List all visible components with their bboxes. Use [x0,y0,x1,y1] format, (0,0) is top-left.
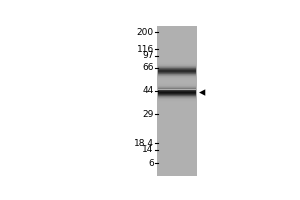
Bar [158,71,196,72]
Bar [158,63,196,64]
Text: 97: 97 [142,51,154,60]
Bar [158,77,196,78]
Bar [158,74,196,75]
Text: 116: 116 [136,45,154,54]
Bar [158,62,196,63]
Bar [158,95,196,96]
Text: 66: 66 [142,63,154,72]
Bar [158,100,196,101]
Bar [158,88,196,89]
Bar [158,83,196,84]
Bar [158,85,196,86]
Bar [158,97,196,98]
Bar [158,98,196,99]
Bar [158,84,196,85]
Bar [158,72,196,73]
Bar [157,26,197,176]
Polygon shape [199,89,205,96]
Bar [158,86,196,87]
Bar [158,70,196,71]
Text: 6: 6 [148,159,154,168]
Bar [158,101,196,102]
Bar [158,99,196,100]
Bar [158,64,196,65]
Bar [158,66,196,67]
Bar [158,68,196,69]
Text: 200: 200 [136,28,154,37]
Bar [158,79,196,80]
Text: 14: 14 [142,145,154,154]
Bar [158,73,196,74]
Bar [158,75,196,76]
Text: 18.4: 18.4 [134,139,154,148]
Bar [158,65,196,66]
Bar [158,92,196,93]
Bar [158,90,196,91]
Bar [158,96,196,97]
Bar [158,93,196,94]
Bar [158,87,196,88]
Bar [158,78,196,79]
Bar [158,69,196,70]
Bar [158,91,196,92]
Bar [158,76,196,77]
Bar [158,67,196,68]
Text: 29: 29 [142,110,154,119]
Bar [158,94,196,95]
Text: 44: 44 [142,86,154,95]
